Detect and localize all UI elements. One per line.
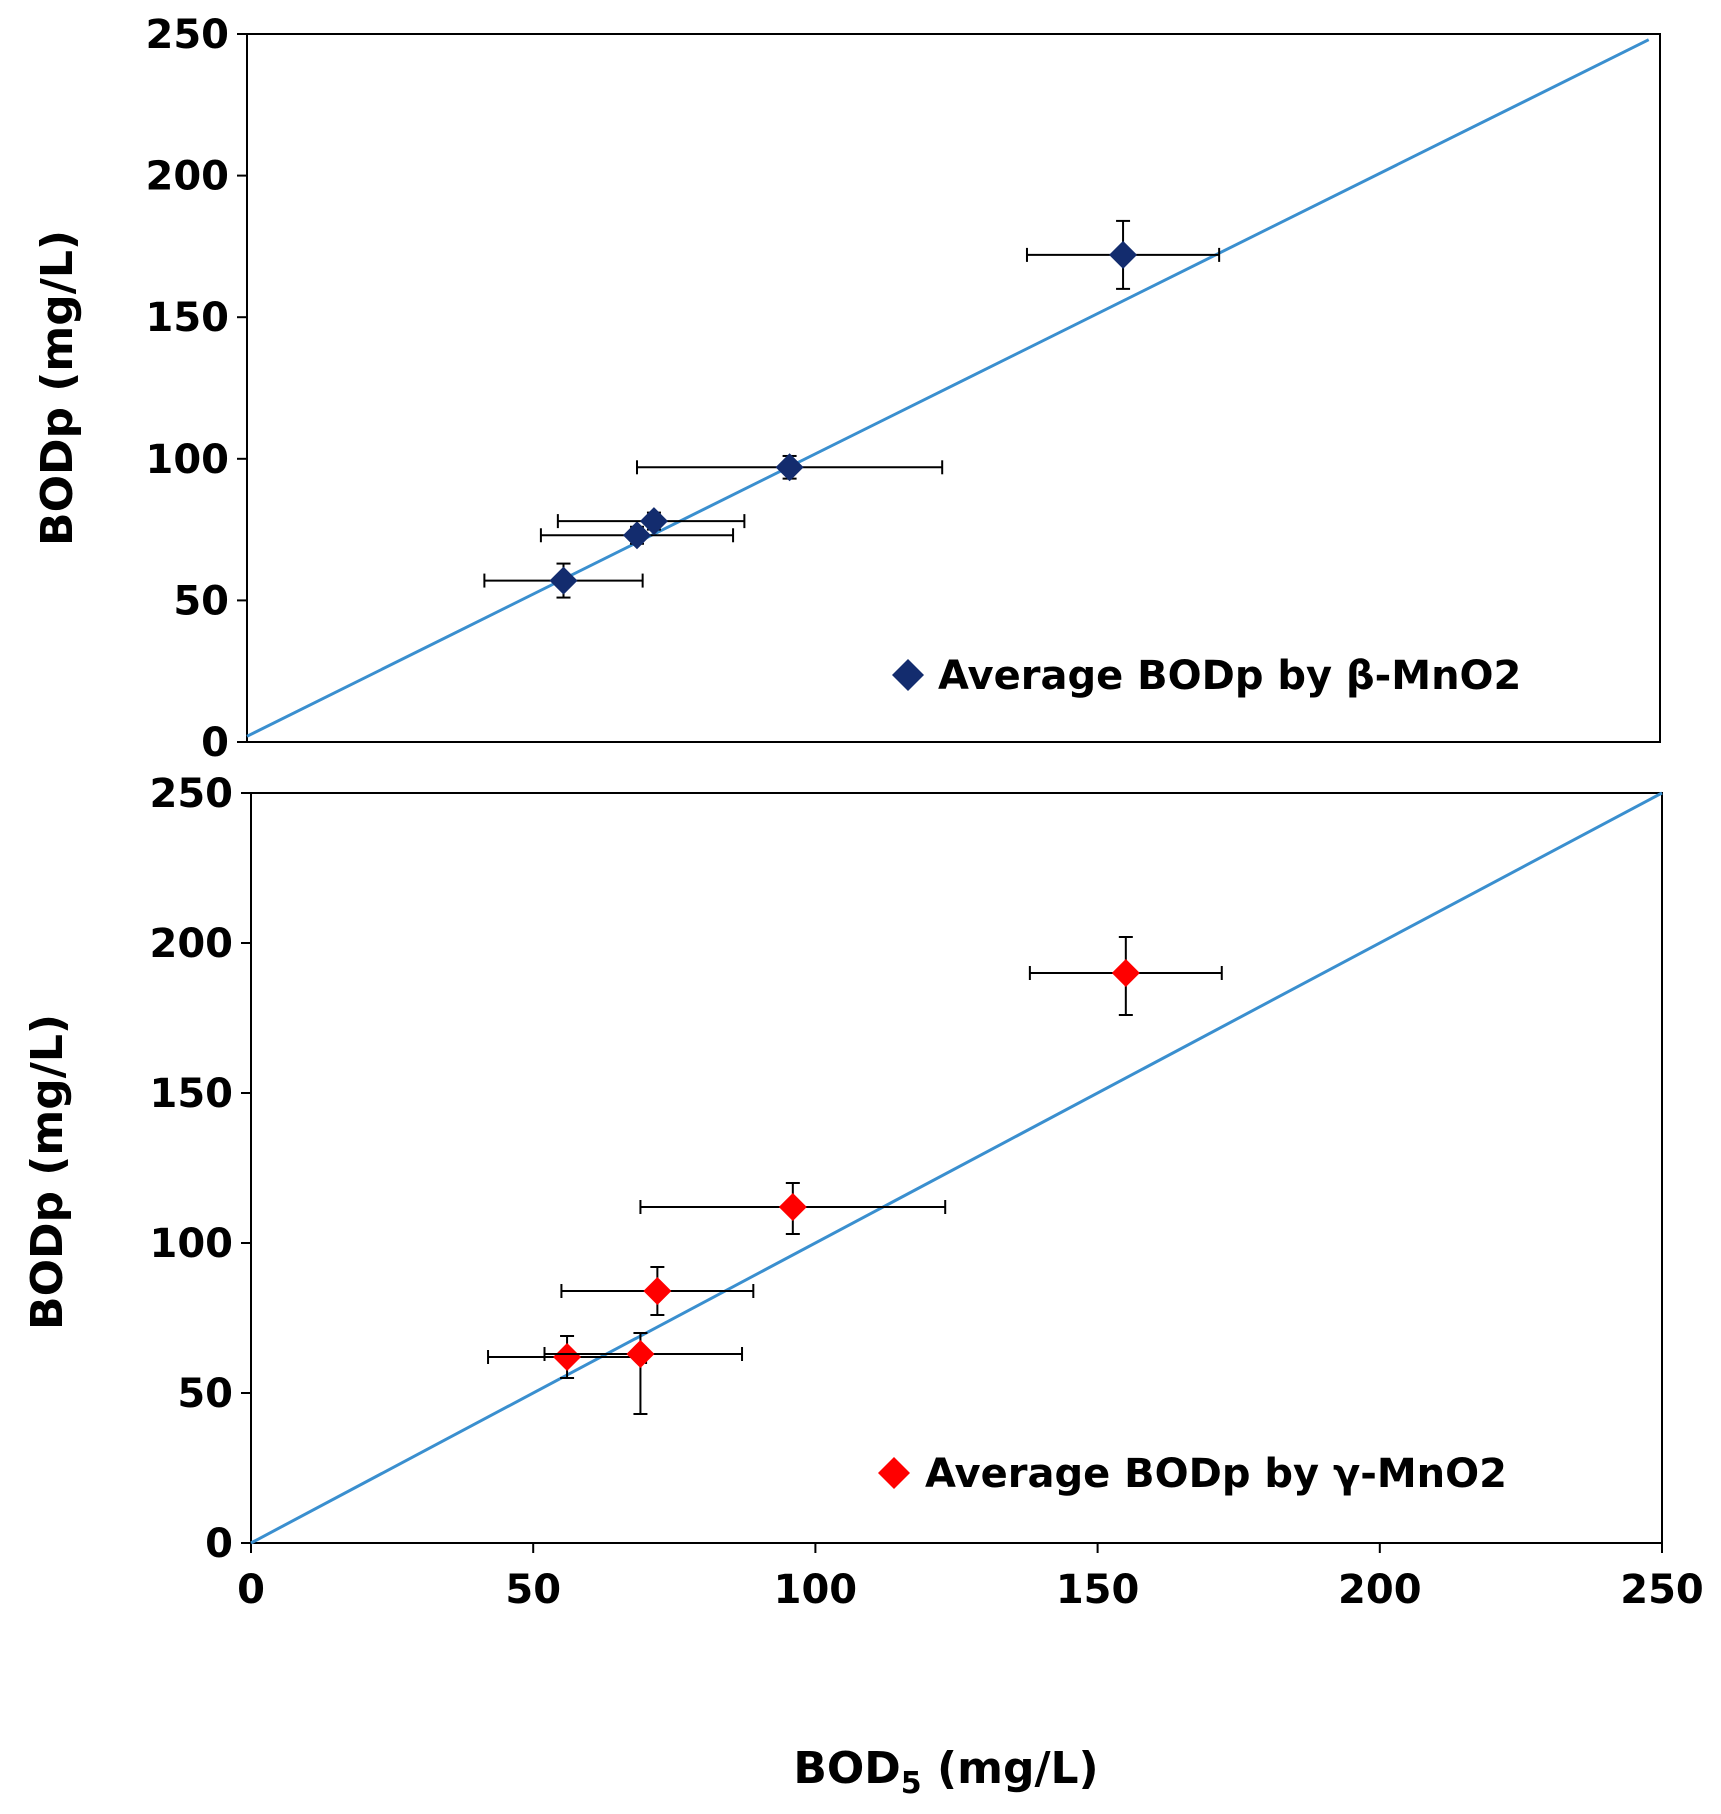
top-point-3 [556, 507, 746, 536]
bottom-y-tick-label: 100 [150, 1221, 234, 1267]
bottom-y-tick-label: 0 [205, 1521, 233, 1567]
top-point-5 [1025, 219, 1221, 290]
bottom-x-axis-ticks: 0 50 100 150 200 250 [237, 1543, 1704, 1613]
top-reference-line [246, 38, 1650, 738]
x-tick-label: 250 [1620, 1567, 1704, 1613]
bottom-y-axis-title: BODp (mg/L) [22, 1014, 73, 1330]
bottom-y-tick-label: 200 [150, 921, 234, 967]
x-axis-title-subscript: 5 [901, 1766, 922, 1801]
top-y-tick-label: 250 [146, 12, 230, 58]
top-data-points [483, 219, 1221, 599]
top-y-axis-ticks: 0 50 100 150 200 250 [146, 12, 247, 766]
bottom-reference-line [250, 791, 1663, 1545]
bottom-panel: 0 50 100 150 200 250 0 50 100 150 200 250 BODp (mg… [22, 771, 1704, 1801]
bottom-diamond-marker [553, 1343, 582, 1371]
top-legend-marker [892, 659, 924, 691]
bottom-legend: Average BODp by γ-MnO2 [878, 1451, 1507, 1497]
top-legend: Average BODp by β-MnO2 [892, 653, 1521, 699]
top-y-tick-label: 150 [146, 295, 230, 341]
top-y-axis-title: BODp (mg/L) [32, 230, 83, 546]
top-point-4 [635, 453, 944, 482]
top-diamond-marker [549, 566, 578, 595]
top-legend-label: Average BODp by β-MnO2 [938, 653, 1521, 699]
bottom-y-tick-label: 250 [150, 771, 234, 817]
bottom-legend-marker [878, 1457, 910, 1489]
bottom-point-5 [1028, 936, 1223, 1016]
top-plot-frame [246, 33, 1661, 743]
x-tick-label: 150 [1056, 1567, 1140, 1613]
bottom-point-1 [487, 1335, 648, 1379]
top-y-tick-label: 50 [173, 578, 229, 624]
bottom-point-4 [639, 1182, 947, 1235]
bottom-y-tick-label: 50 [177, 1371, 233, 1417]
bottom-diamond-marker [643, 1277, 672, 1305]
x-tick-label: 0 [237, 1567, 265, 1613]
top-y-tick-label: 0 [201, 720, 229, 766]
top-y-tick-label: 200 [146, 154, 230, 200]
bottom-y-tick-label: 150 [150, 1071, 234, 1117]
bottom-y-axis-ticks: 0 50 100 150 200 250 [150, 771, 251, 1567]
top-panel: 0 50 100 150 200 250 BODp (mg/L) Average BODp… [32, 12, 1661, 766]
x-axis-title-unit: (mg/L) [922, 1743, 1099, 1794]
bottom-plot-frame [250, 792, 1663, 1544]
top-diamond-marker [639, 507, 668, 536]
top-y-tick-label: 100 [146, 437, 230, 483]
x-axis-title: BOD5 (mg/L) [793, 1743, 1098, 1801]
top-diamond-marker [1109, 240, 1138, 269]
top-point-2 [539, 521, 735, 550]
bottom-point-3 [560, 1266, 755, 1316]
x-tick-label: 200 [1338, 1567, 1422, 1613]
bottom-diamond-marker [1111, 959, 1140, 987]
x-tick-label: 100 [774, 1567, 858, 1613]
top-diamond-marker [622, 521, 651, 550]
x-tick-label: 50 [505, 1567, 561, 1613]
top-point-1 [483, 562, 644, 599]
top-diamond-marker [775, 453, 804, 482]
bottom-diamond-marker [626, 1340, 655, 1368]
bottom-point-2 [543, 1332, 744, 1415]
bottom-legend-label: Average BODp by γ-MnO2 [925, 1451, 1507, 1497]
bottom-data-points [487, 936, 1223, 1415]
x-axis-title-main: BOD [793, 1743, 900, 1794]
bottom-diamond-marker [778, 1193, 807, 1221]
